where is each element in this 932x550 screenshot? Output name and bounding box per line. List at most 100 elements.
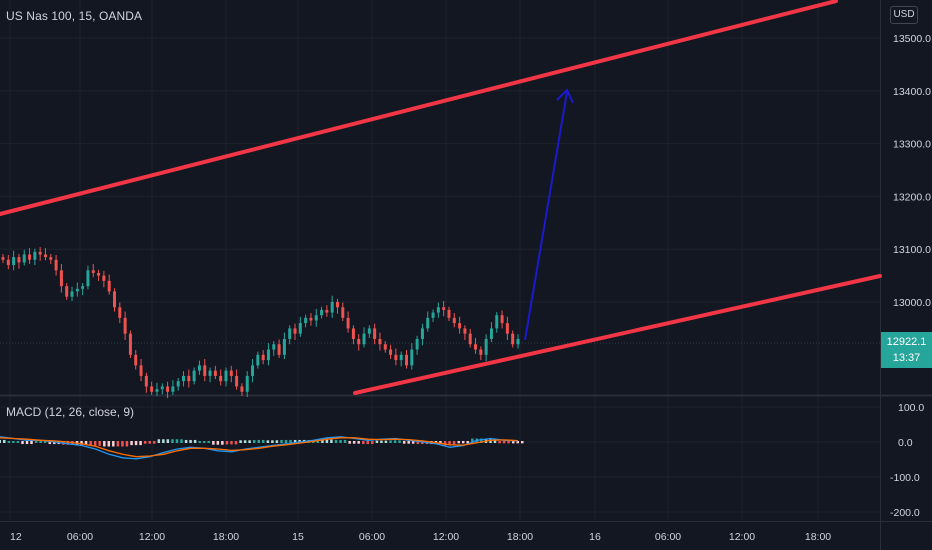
candle-body: [410, 349, 414, 366]
macd-histogram-bar: [157, 439, 161, 443]
macd-histogram-bar: [253, 439, 256, 443]
channel-lower-line: [353, 274, 882, 395]
candle-body: [150, 386, 154, 392]
currency-badge[interactable]: USD: [890, 6, 918, 24]
last-price-tag: 12922.1 13:37: [881, 332, 932, 368]
last-price-value: 12922.1: [886, 336, 927, 348]
candle-body: [394, 354, 398, 361]
macd-histogram-bar: [402, 441, 406, 444]
time-axis[interactable]: 12 06:00 12:00 18:00 15 06:00 12:00 18:00 16 06:0…: [10, 531, 831, 543]
symbol-title[interactable]: US Nas 100, 15, OANDA: [6, 9, 143, 23]
price-tick-label: 13400.0: [893, 86, 931, 98]
macd-histogram-bar: [43, 441, 47, 443]
candle-body: [479, 349, 483, 355]
macd-line: [0, 436, 519, 460]
candle-body: [245, 375, 249, 392]
macd-histogram-bar: [348, 441, 351, 444]
candle-body: [351, 328, 355, 339]
price-tick-label: 13000.0: [893, 297, 931, 309]
macd-histogram-bar: [502, 441, 506, 444]
macd-indicator-title[interactable]: MACD (12, 26, close, 9): [6, 405, 135, 419]
macd-histogram-bar: [16, 441, 20, 443]
macd-histogram-bar: [489, 439, 492, 443]
macd-histogram-bar: [34, 441, 38, 443]
candle-body: [22, 254, 26, 263]
candle-body: [458, 323, 462, 329]
price-tick-label: 13500.0: [893, 33, 931, 45]
macd-histogram-bar: [262, 439, 265, 443]
time-tick-label: 06:00: [359, 531, 385, 543]
time-tick-label: 18:00: [805, 531, 831, 543]
candle-body: [463, 328, 467, 334]
candle-body: [144, 375, 148, 387]
macd-histogram-bar: [343, 439, 347, 443]
candle-body: [373, 328, 377, 339]
macd-histogram-bar: [516, 441, 519, 444]
macd-histogram-bar: [443, 441, 447, 446]
macd-histogram-bar: [448, 441, 451, 446]
candle-body: [442, 307, 446, 310]
candle-body: [65, 286, 69, 297]
macd-histogram-bar: [457, 441, 460, 444]
candle-body: [128, 333, 132, 355]
macd-histogram-bar: [66, 441, 70, 445]
candle-body: [160, 386, 164, 390]
macd-histogram-bar: [193, 439, 197, 443]
time-tick-label: 06:00: [655, 531, 681, 543]
candle-body: [500, 315, 504, 324]
macd-histogram-bar: [184, 439, 188, 443]
candle-body: [54, 259, 58, 271]
drawing-annotations[interactable]: [0, 0, 882, 395]
projection-arrow: [524, 91, 568, 341]
price-axis[interactable]: 13000.0 13100.0 13200.0 13300.0 13400.0 13500…: [893, 33, 931, 309]
candle-body: [362, 333, 366, 345]
macd-histogram-bar: [112, 441, 115, 447]
macd-histogram-bar: [125, 441, 129, 447]
candle-body: [261, 354, 265, 361]
candle-body: [266, 349, 270, 361]
candle-body: [70, 291, 74, 297]
macd-histogram-bar: [334, 439, 338, 443]
macd-histogram-bar: [289, 439, 292, 443]
macd-histogram-bar: [39, 441, 42, 443]
macd-histogram-bar: [398, 440, 401, 443]
candle-body: [112, 291, 116, 308]
candle-body: [97, 272, 101, 276]
macd-histogram-bar: [234, 441, 238, 445]
candle-body: [431, 312, 435, 318]
candle-body: [346, 317, 350, 329]
macd-histogram-bar: [366, 441, 370, 445]
candle-body: [367, 328, 371, 334]
candle-body: [59, 270, 63, 287]
candle-body: [187, 375, 191, 382]
candle-body: [468, 333, 472, 345]
macd-histogram-bar: [316, 439, 320, 443]
macd-histogram-bar: [393, 440, 397, 443]
macd-histogram-bar: [493, 439, 497, 443]
candle-body: [399, 354, 403, 361]
candle-body: [383, 344, 387, 350]
price-tick-label: 13300.0: [893, 139, 931, 151]
time-tick-label: 12:00: [139, 531, 165, 543]
time-tick-label: 12:00: [433, 531, 459, 543]
candle-body: [240, 386, 244, 392]
macd-histogram-bar: [121, 441, 124, 447]
macd-histogram-bar: [225, 441, 229, 445]
candle-body: [272, 344, 276, 350]
macd-histogram-bar: [98, 441, 101, 446]
macd-axis[interactable]: 100.0 0.0 -100.0 -200.0: [890, 402, 924, 519]
candle-body: [420, 328, 424, 339]
candle-body: [123, 317, 127, 334]
macd-histogram-bar: [152, 441, 156, 444]
macd-histogram-bar: [139, 441, 142, 446]
macd-histogram-bar: [439, 441, 442, 445]
price-tick-label: 13200.0: [893, 191, 931, 203]
candle-body: [304, 317, 308, 324]
time-tick-label: 12: [10, 531, 22, 543]
candle-body: [33, 251, 37, 260]
candle-body: [86, 270, 90, 287]
candle-body: [139, 365, 143, 376]
macd-histogram-bar: [198, 441, 201, 443]
macd-histogram-bar: [116, 441, 120, 447]
